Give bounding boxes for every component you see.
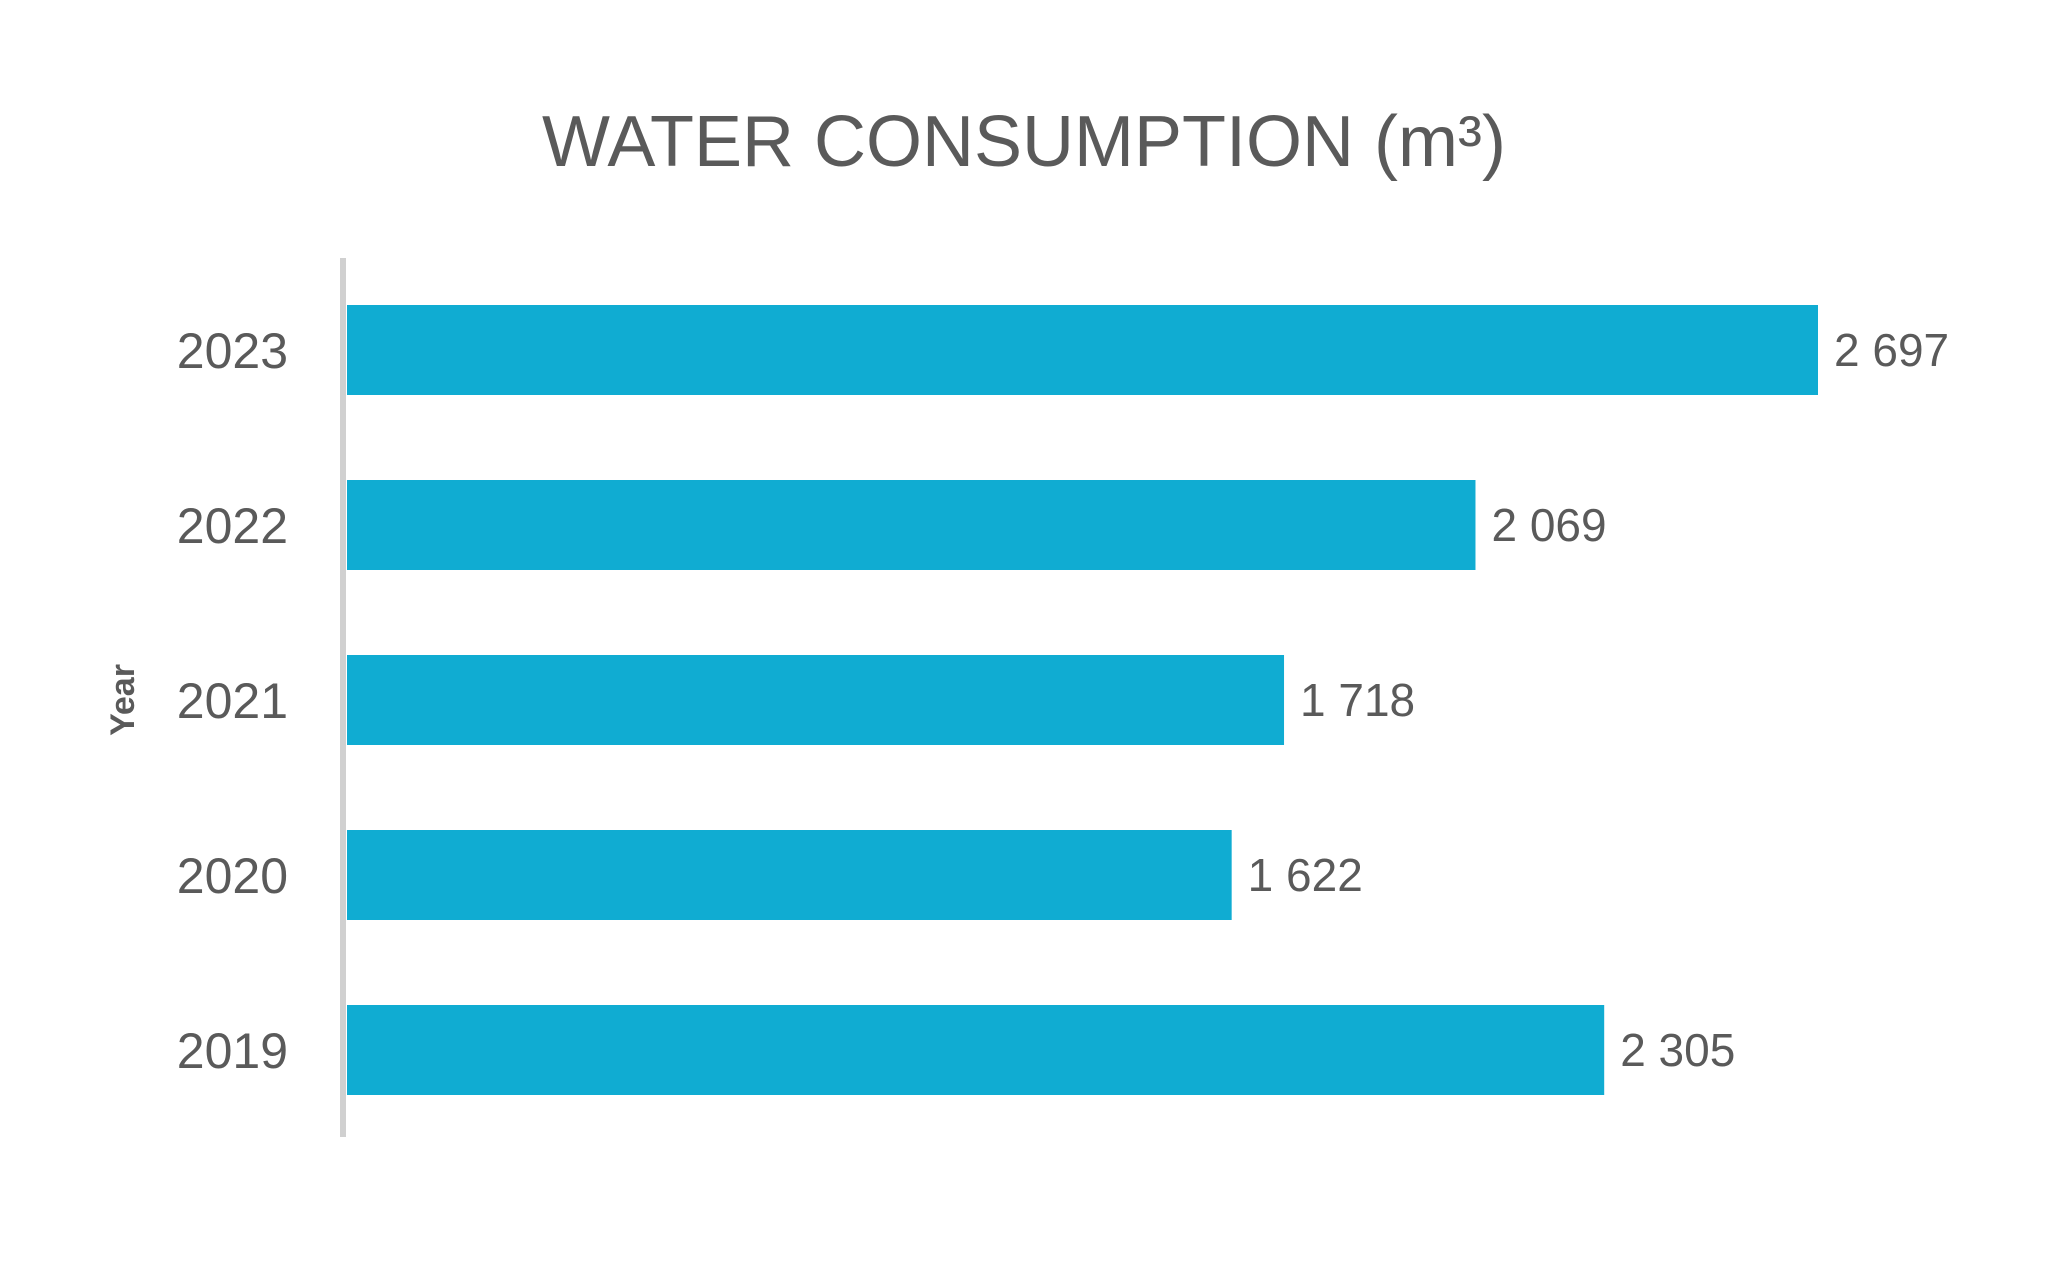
- bar-2020: [347, 830, 1232, 920]
- y-tick-label-2021: 2021: [177, 673, 288, 729]
- value-label-2019: 2 305: [1620, 1024, 1735, 1076]
- bar-2023: [347, 305, 1818, 395]
- y-axis-label: Year: [104, 664, 142, 736]
- bar-2021: [347, 655, 1285, 745]
- value-label-2023: 2 697: [1834, 324, 1949, 376]
- value-label-2020: 1 622: [1248, 849, 1363, 901]
- bars-layer: 2023 2 697 2022 2 069 2021 1 718 2020 1 622 2019…: [177, 305, 1949, 1095]
- bar-2022: [347, 480, 1476, 570]
- y-tick-label-2019: 2019: [177, 1023, 288, 1079]
- y-tick-label-2022: 2022: [177, 498, 288, 554]
- chart-title: WATER CONSUMPTION (m³): [542, 102, 1506, 182]
- value-label-2022: 2 069: [1491, 499, 1606, 551]
- y-tick-label-2023: 2023: [177, 323, 288, 379]
- bar-2019: [347, 1005, 1605, 1095]
- value-label-2021: 1 718: [1300, 674, 1415, 726]
- y-tick-label-2020: 2020: [177, 848, 288, 904]
